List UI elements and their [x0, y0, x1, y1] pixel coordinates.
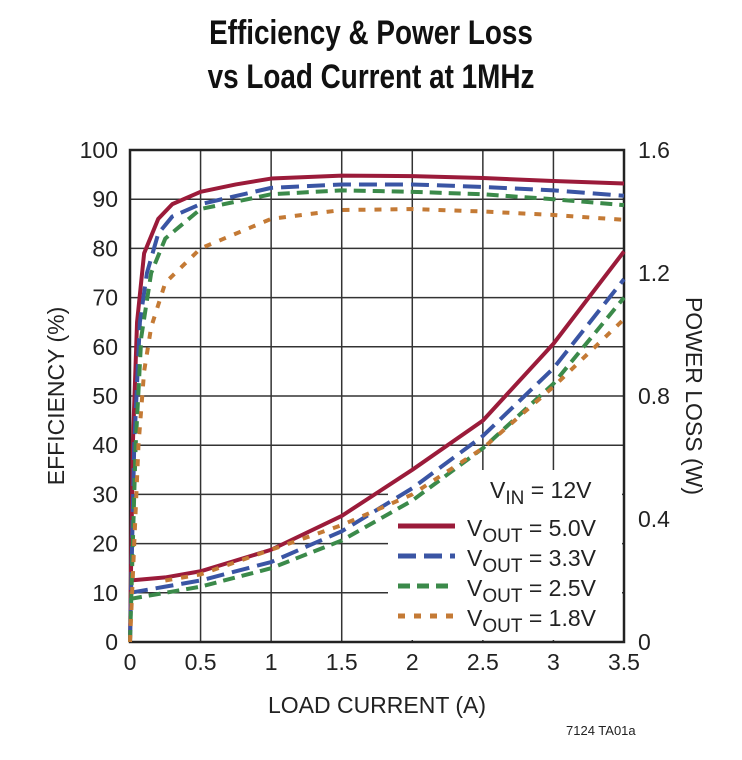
x-tick-label: 1.5 — [326, 649, 358, 675]
y-axis-label: EFFICIENCY (%) — [43, 307, 69, 485]
plot-frame — [128, 148, 626, 644]
x-tick-label: 2 — [406, 649, 419, 675]
efficiency-line — [128, 207, 625, 643]
y-tick-label: 20 — [92, 531, 118, 557]
x-tick-label: 0.5 — [185, 649, 217, 675]
y-tick-label: 50 — [92, 383, 118, 409]
series-vout-2-5v — [128, 188, 626, 643]
y2-tick-label: 0 — [638, 629, 651, 655]
y-tick-label: 80 — [92, 235, 118, 261]
legend-label: VOUT = 5.0V — [467, 515, 597, 547]
chart-title-line-2: vs Load Current at 1MHz — [207, 58, 535, 96]
efficiency-line — [128, 173, 625, 643]
y-tick-label: 40 — [92, 432, 118, 458]
legend-label: VOUT = 3.3V — [467, 545, 597, 577]
y2-tick-label: 1.6 — [638, 137, 670, 163]
legend-background-top — [485, 470, 622, 520]
x-axis-label: LOAD CURRENT (A) — [268, 692, 486, 718]
power-loss-line — [129, 277, 626, 595]
y-tick-label: 100 — [80, 137, 118, 163]
legend-label: VOUT = 2.5V — [467, 575, 597, 607]
series-vout-1-8v — [128, 207, 626, 643]
y-tick-label: 70 — [92, 285, 118, 311]
series-vout-5-0v — [128, 173, 626, 643]
y-tick-label: 10 — [92, 580, 118, 606]
power-loss-line — [129, 250, 626, 583]
y2-axis-label: POWER LOSS (W) — [681, 297, 707, 495]
y-tick-label: 0 — [105, 629, 118, 655]
legend-label: VOUT = 1.8V — [467, 605, 597, 637]
y-tick-label: 30 — [92, 481, 118, 507]
x-tick-label: 3.5 — [608, 649, 640, 675]
x-tick-label: 2.5 — [467, 649, 499, 675]
y2-tick-label: 1.2 — [638, 260, 670, 286]
efficiency-line — [128, 182, 625, 643]
y2-tick-label: 0.8 — [638, 383, 670, 409]
x-tick-label: 0 — [124, 649, 137, 675]
y-tick-label: 90 — [92, 186, 118, 212]
series-vout-3-3v — [128, 182, 626, 643]
x-tick-label: 3 — [547, 649, 560, 675]
power-loss-line — [164, 317, 626, 583]
y-tick-label: 60 — [92, 334, 118, 360]
chart-title-line-1: Efficiency & Power Loss — [209, 14, 533, 52]
figure-id: 7124 TA01a — [566, 723, 636, 738]
x-tick-label: 1 — [265, 649, 278, 675]
legend-header: VIN = 12V — [490, 477, 592, 509]
power-loss-line — [129, 296, 626, 601]
efficiency-line — [128, 188, 625, 643]
y2-tick-label: 0.4 — [638, 506, 670, 532]
